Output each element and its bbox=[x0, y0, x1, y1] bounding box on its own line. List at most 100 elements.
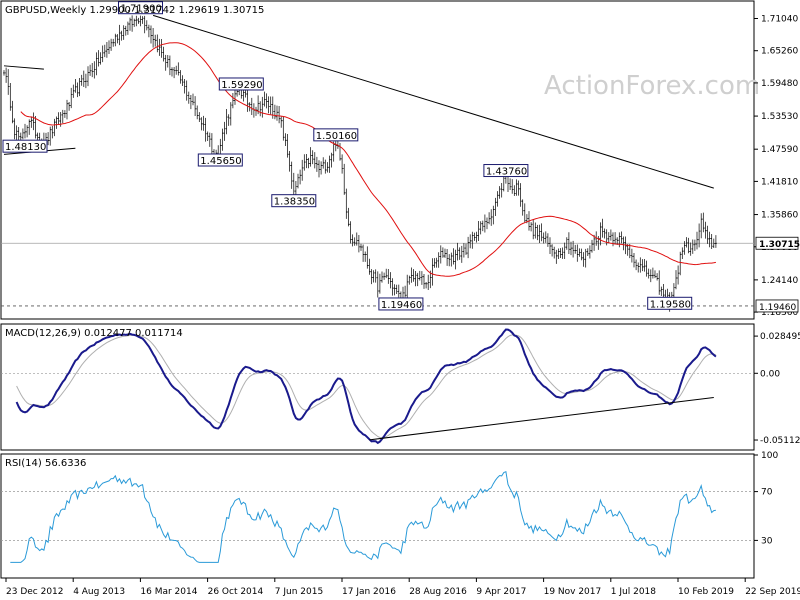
price-bar bbox=[179, 70, 182, 84]
support-price-text: 1.19460 bbox=[759, 303, 796, 313]
price-bar bbox=[158, 38, 161, 56]
x-tick-label: 7 Jun 2015 bbox=[275, 587, 323, 597]
price-annotation: 1.50160 bbox=[313, 128, 359, 142]
price-bar bbox=[433, 258, 436, 268]
price-bar bbox=[651, 267, 654, 279]
price-bar bbox=[391, 278, 394, 296]
price-bar bbox=[563, 242, 566, 259]
price-annotation-text: 1.38350 bbox=[274, 197, 315, 208]
price-bar bbox=[469, 234, 472, 249]
current-price-text: 1.30715 bbox=[759, 240, 800, 250]
price-tick-label: 1.65260 bbox=[761, 47, 798, 57]
price-bar bbox=[303, 154, 306, 171]
price-bar bbox=[685, 237, 688, 248]
price-bar bbox=[698, 223, 701, 248]
x-tick-label: 22 Sep 2019 bbox=[745, 587, 800, 597]
price-bar bbox=[368, 258, 371, 275]
price-bar bbox=[540, 223, 543, 242]
price-bar bbox=[452, 248, 455, 265]
price-bar bbox=[57, 112, 60, 125]
price-bar bbox=[473, 232, 476, 241]
price-bar bbox=[456, 242, 459, 261]
price-annotation: 1.38350 bbox=[271, 194, 317, 208]
price-bar bbox=[633, 252, 635, 268]
price-bar bbox=[654, 270, 656, 279]
price-bar bbox=[122, 25, 125, 40]
price-bar bbox=[423, 273, 425, 289]
price-annotation-text: 1.50160 bbox=[316, 131, 357, 142]
price-bar bbox=[84, 73, 87, 89]
price-bar bbox=[34, 116, 37, 139]
price-bar bbox=[593, 234, 596, 251]
price-bar bbox=[89, 64, 92, 76]
price-bar bbox=[465, 243, 467, 255]
price-bar bbox=[202, 115, 205, 131]
price-bar bbox=[561, 247, 564, 259]
price-bar bbox=[246, 86, 249, 112]
price-bar bbox=[198, 112, 201, 123]
price-bar bbox=[439, 245, 442, 264]
x-tick-label: 17 Jan 2016 bbox=[342, 587, 396, 597]
price-tick-label: 1.41810 bbox=[761, 177, 798, 187]
price-bar bbox=[160, 39, 163, 58]
price-bar bbox=[567, 232, 570, 254]
price-bar bbox=[231, 93, 234, 109]
price-bar bbox=[189, 94, 192, 110]
price-bar bbox=[376, 271, 379, 298]
price-bar bbox=[112, 38, 115, 47]
price-bar bbox=[320, 161, 323, 175]
price-bar bbox=[11, 100, 14, 124]
price-bar bbox=[500, 183, 503, 198]
price-bar bbox=[630, 248, 633, 263]
price-annotation: 1.71900 bbox=[118, 1, 163, 15]
price-bar bbox=[437, 252, 440, 268]
price-bar bbox=[687, 237, 690, 254]
price-bar bbox=[414, 271, 417, 287]
price-bar bbox=[393, 284, 396, 296]
price-bar bbox=[542, 232, 545, 244]
price-bar bbox=[137, 17, 140, 24]
price-bar bbox=[620, 231, 623, 244]
price-bar bbox=[223, 121, 226, 141]
x-tick-label: 4 Aug 2013 bbox=[73, 587, 125, 597]
price-bar bbox=[534, 222, 537, 239]
price-bar bbox=[689, 242, 692, 256]
price-tick-label: 1.35860 bbox=[761, 211, 798, 221]
price-bar bbox=[225, 109, 228, 135]
price-bar bbox=[353, 237, 356, 246]
price-bar bbox=[515, 179, 518, 196]
price-bar bbox=[584, 248, 587, 268]
x-tick-label: 26 Oct 2014 bbox=[208, 587, 264, 597]
price-tick-label: 1.71040 bbox=[761, 14, 798, 24]
price-bar bbox=[343, 163, 346, 195]
trendline bbox=[3, 65, 44, 70]
price-bar bbox=[444, 248, 446, 258]
price-bar bbox=[183, 79, 186, 94]
price-bar bbox=[425, 282, 428, 289]
price-bar bbox=[408, 275, 411, 285]
macd-trendline bbox=[369, 396, 714, 441]
price-bar bbox=[517, 180, 520, 196]
price-bar bbox=[662, 283, 665, 299]
rsi-line bbox=[10, 471, 716, 563]
price-bar bbox=[496, 191, 499, 207]
price-bar bbox=[297, 173, 299, 189]
price-bar bbox=[166, 54, 169, 68]
price-bar bbox=[80, 74, 83, 86]
price-bar bbox=[635, 259, 638, 271]
price-bar bbox=[273, 104, 276, 120]
price-bar bbox=[641, 259, 644, 272]
price-bar bbox=[675, 270, 677, 290]
price-bar bbox=[66, 99, 68, 120]
price-bar bbox=[565, 237, 568, 250]
price-bar bbox=[591, 239, 593, 253]
price-bar bbox=[458, 247, 461, 260]
price-bar bbox=[105, 41, 108, 58]
price-bar bbox=[21, 128, 24, 140]
price-bar bbox=[450, 252, 453, 267]
price-bar bbox=[7, 69, 10, 95]
price-bar bbox=[410, 267, 413, 283]
price-bar bbox=[448, 254, 451, 267]
price-bar bbox=[154, 34, 157, 47]
price-bar bbox=[603, 228, 606, 239]
